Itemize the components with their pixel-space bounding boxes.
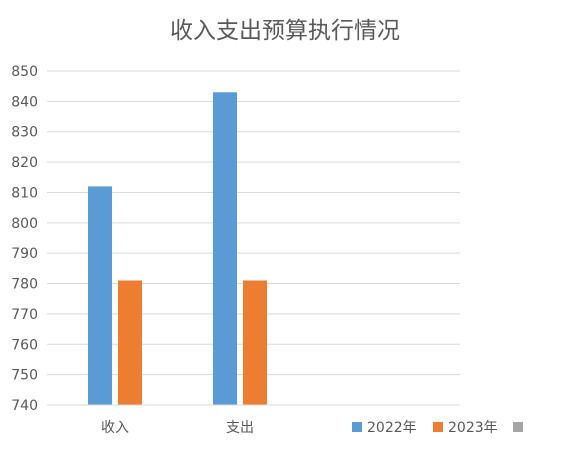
y-tick-label: 830 [11, 125, 38, 141]
x-tick-label: 收入 [101, 420, 129, 436]
legend-label: 2022年 [367, 420, 417, 436]
y-tick-label: 770 [11, 307, 38, 323]
y-tick-label: 750 [11, 368, 38, 384]
y-tick-label: 790 [11, 246, 38, 262]
bar-2-1 [118, 280, 142, 405]
bars [88, 92, 267, 405]
chart-title: 收入支出预算执行情况 [170, 18, 400, 44]
legend-swatch [433, 422, 443, 432]
legend-swatch [513, 422, 523, 432]
bar-2-2 [243, 280, 267, 405]
legend: 2022年 2023年 [352, 420, 523, 436]
y-axis: 740 750 760 770 780 790 800 810 820 830 840 850 [11, 64, 38, 414]
bar-1-1 [88, 186, 112, 405]
legend-swatch [352, 422, 362, 432]
x-tick-label: 支出 [226, 420, 254, 436]
x-axis: 收入 支出 [47, 404, 460, 436]
y-tick-label: 740 [11, 398, 38, 414]
y-tick-label: 760 [11, 337, 38, 353]
legend-label: 2023年 [448, 420, 498, 436]
bar-1-2 [213, 92, 237, 405]
y-tick-label: 850 [11, 64, 38, 80]
y-tick-label: 840 [11, 94, 38, 110]
y-tick-label: 800 [11, 216, 38, 232]
y-tick-label: 780 [11, 277, 38, 293]
y-tick-label: 820 [11, 155, 38, 171]
y-tick-label: 810 [11, 185, 38, 201]
